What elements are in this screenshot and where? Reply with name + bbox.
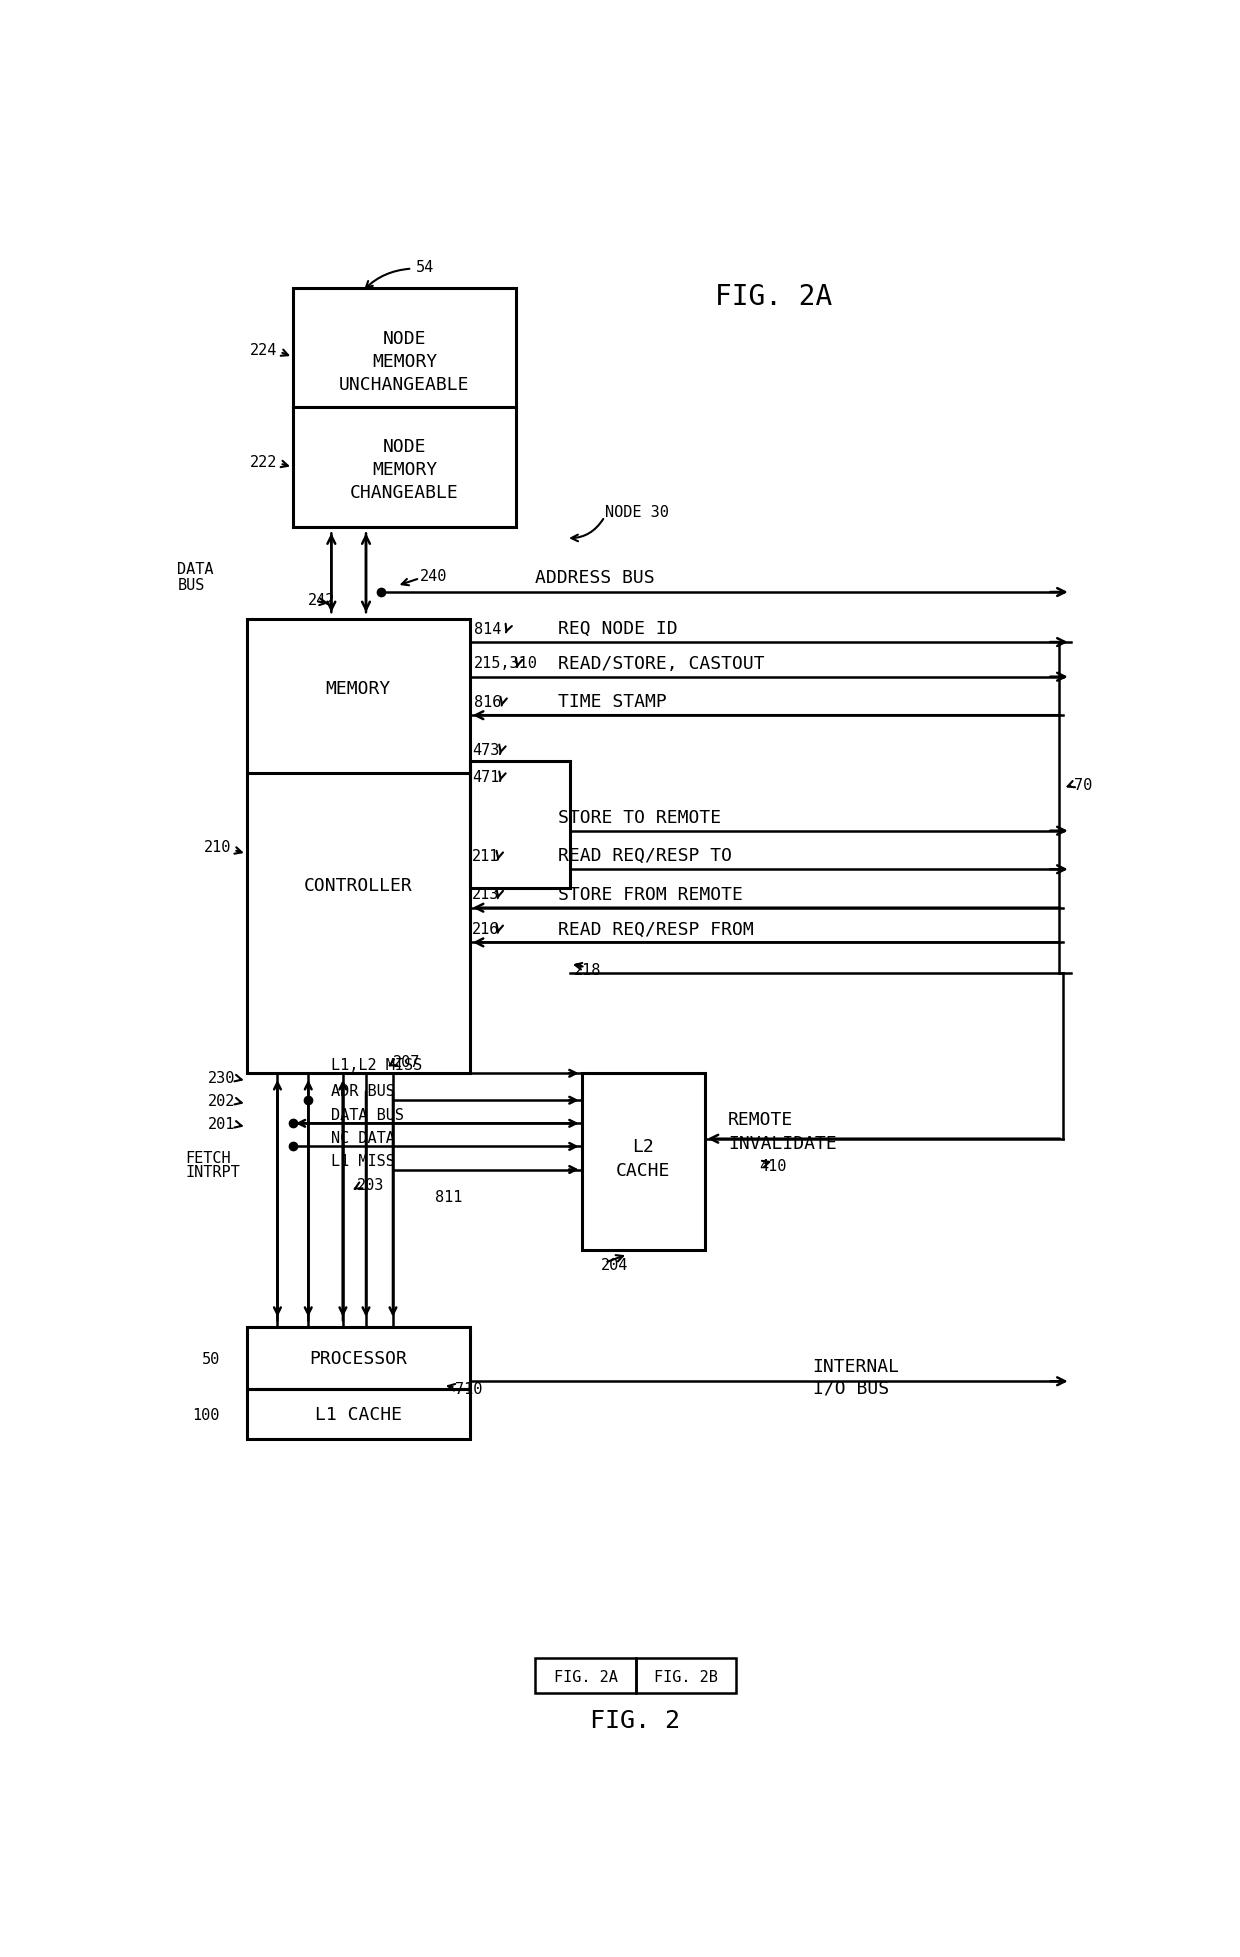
Bar bbox=[582, 1074, 704, 1251]
Text: DATA: DATA bbox=[177, 562, 213, 577]
Text: NODE: NODE bbox=[383, 438, 427, 456]
Text: DATA BUS: DATA BUS bbox=[331, 1108, 404, 1121]
Text: INTERNAL: INTERNAL bbox=[812, 1356, 899, 1376]
Text: NODE: NODE bbox=[383, 329, 427, 348]
Text: 471: 471 bbox=[472, 769, 500, 785]
Text: I/O BUS: I/O BUS bbox=[812, 1380, 889, 1397]
Text: 242: 242 bbox=[309, 593, 336, 609]
Text: 816: 816 bbox=[474, 695, 501, 710]
Text: 54: 54 bbox=[417, 260, 434, 274]
Text: MEMORY: MEMORY bbox=[372, 460, 438, 479]
Bar bbox=[247, 1389, 470, 1438]
Text: 710: 710 bbox=[455, 1382, 482, 1397]
Text: L1,L2 MISS: L1,L2 MISS bbox=[331, 1057, 423, 1072]
Text: STORE TO REMOTE: STORE TO REMOTE bbox=[558, 808, 722, 826]
Text: 210: 210 bbox=[203, 840, 231, 853]
Text: MEMORY: MEMORY bbox=[372, 352, 438, 370]
Text: FETCH: FETCH bbox=[185, 1151, 231, 1166]
Text: 216: 216 bbox=[472, 922, 500, 937]
Text: 100: 100 bbox=[192, 1407, 219, 1423]
Text: 204: 204 bbox=[601, 1256, 629, 1272]
Text: ADDRESS BUS: ADDRESS BUS bbox=[536, 568, 655, 587]
Bar bbox=[470, 761, 570, 888]
Text: TIME STAMP: TIME STAMP bbox=[558, 693, 667, 710]
Text: 207: 207 bbox=[393, 1055, 420, 1070]
Text: READ REQ/RESP TO: READ REQ/RESP TO bbox=[558, 847, 733, 865]
Text: READ REQ/RESP FROM: READ REQ/RESP FROM bbox=[558, 920, 754, 937]
Text: 203: 203 bbox=[357, 1178, 384, 1194]
Text: UNCHANGEABLE: UNCHANGEABLE bbox=[340, 376, 470, 393]
Text: 218: 218 bbox=[574, 963, 601, 977]
Text: 213: 213 bbox=[472, 887, 500, 902]
Text: 202: 202 bbox=[208, 1094, 236, 1108]
Text: 811: 811 bbox=[435, 1190, 463, 1204]
Text: FIG. 2: FIG. 2 bbox=[590, 1708, 681, 1732]
Text: 50: 50 bbox=[201, 1350, 219, 1366]
Text: CONTROLLER: CONTROLLER bbox=[304, 877, 413, 894]
Text: ADR BUS: ADR BUS bbox=[331, 1084, 396, 1100]
Text: PROCESSOR: PROCESSOR bbox=[309, 1350, 407, 1368]
Text: INVALIDATE: INVALIDATE bbox=[728, 1133, 837, 1153]
Text: 230: 230 bbox=[208, 1070, 236, 1084]
Text: INTRPT: INTRPT bbox=[185, 1164, 239, 1180]
Text: 201: 201 bbox=[208, 1115, 236, 1131]
Text: L1 CACHE: L1 CACHE bbox=[315, 1405, 402, 1423]
Bar bbox=[635, 1660, 735, 1693]
Text: L1 MISS: L1 MISS bbox=[331, 1153, 396, 1168]
Text: MEMORY: MEMORY bbox=[326, 679, 391, 699]
Text: REQ NODE ID: REQ NODE ID bbox=[558, 620, 678, 638]
Text: NC DATA: NC DATA bbox=[331, 1129, 396, 1145]
Text: CACHE: CACHE bbox=[616, 1161, 671, 1178]
Text: 240: 240 bbox=[420, 568, 448, 583]
Text: FIG. 2A: FIG. 2A bbox=[553, 1669, 618, 1683]
Text: READ/STORE, CASTOUT: READ/STORE, CASTOUT bbox=[558, 654, 765, 673]
Bar bbox=[536, 1660, 635, 1693]
Bar bbox=[247, 1327, 470, 1389]
Bar bbox=[247, 620, 470, 1074]
Text: 70: 70 bbox=[1074, 777, 1092, 793]
Text: 410: 410 bbox=[759, 1159, 786, 1174]
Text: REMOTE: REMOTE bbox=[728, 1112, 794, 1129]
Text: 473: 473 bbox=[472, 744, 500, 757]
Text: FIG. 2A: FIG. 2A bbox=[715, 282, 833, 311]
Text: STORE FROM REMOTE: STORE FROM REMOTE bbox=[558, 885, 743, 904]
Text: FIG. 2B: FIG. 2B bbox=[653, 1669, 718, 1683]
Bar bbox=[293, 290, 516, 526]
Text: CHANGEABLE: CHANGEABLE bbox=[350, 483, 459, 501]
Text: NODE 30: NODE 30 bbox=[605, 505, 668, 519]
Text: L2: L2 bbox=[632, 1137, 653, 1157]
Text: BUS: BUS bbox=[177, 577, 205, 593]
Text: 814: 814 bbox=[474, 622, 501, 636]
Text: 215,310: 215,310 bbox=[474, 656, 538, 671]
Text: 211: 211 bbox=[472, 849, 500, 863]
Text: 224: 224 bbox=[250, 342, 278, 358]
Text: 222: 222 bbox=[250, 454, 278, 470]
